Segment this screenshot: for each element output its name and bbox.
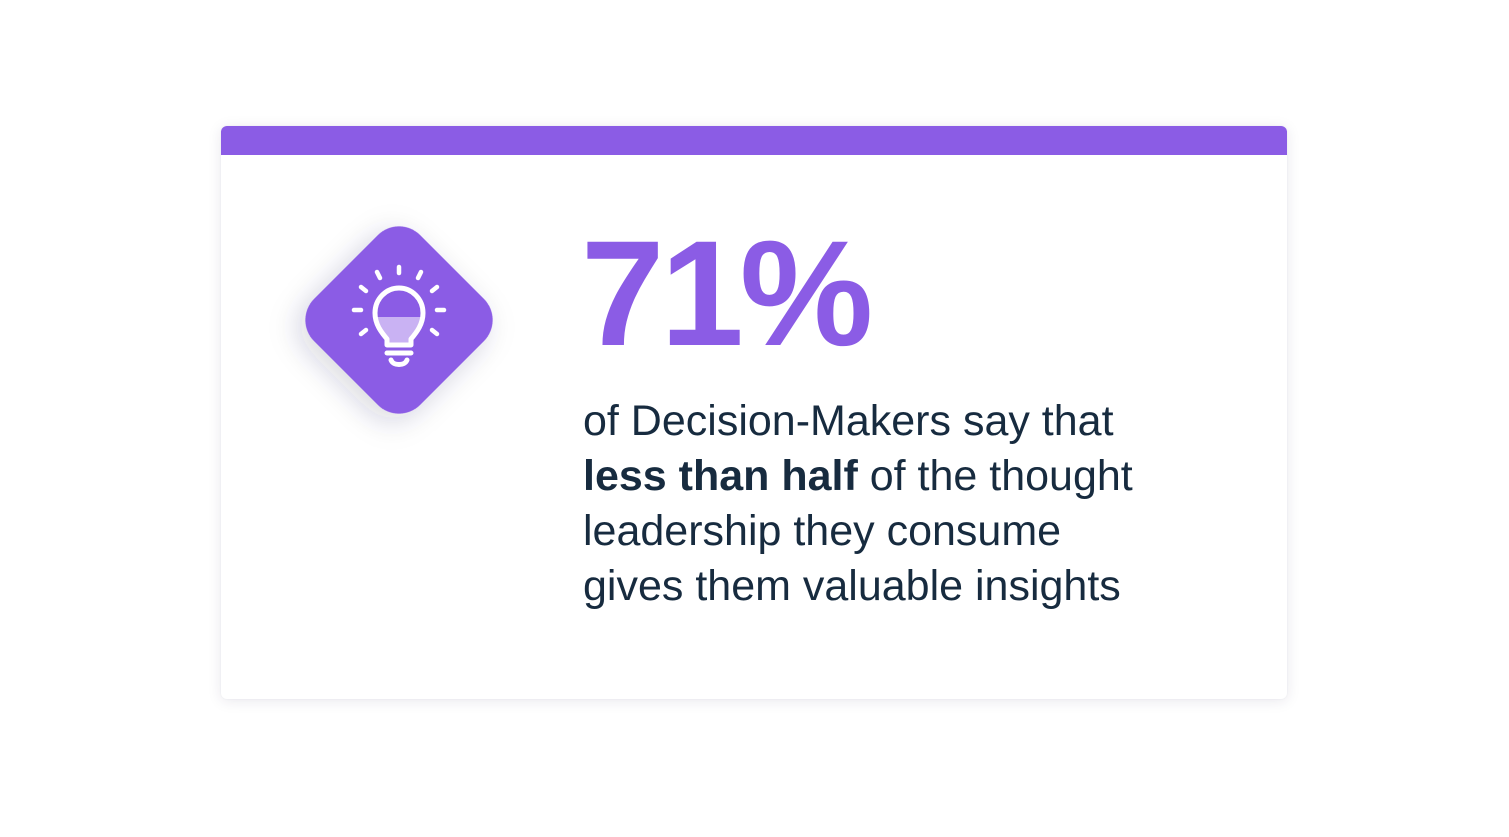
stat-description: of Decision-Makers say that less than ha…: [583, 394, 1263, 614]
description-line-3: leadership they consume: [583, 507, 1062, 555]
lightbulb-icon: [305, 226, 493, 414]
description-emphasis: less than half: [583, 452, 858, 500]
lightbulb-badge: [293, 214, 505, 426]
description-line-4: gives them valuable insights: [583, 562, 1121, 610]
stat-value: 71%: [581, 209, 873, 377]
stat-card: 71% of Decision-Makers say that less tha…: [221, 126, 1287, 699]
description-line-2: less than half of the thought: [583, 449, 1263, 504]
card-top-bar: [221, 126, 1287, 155]
description-line-1: of Decision-Makers say that: [583, 397, 1114, 445]
description-line-2-rest: of the thought: [857, 452, 1133, 500]
